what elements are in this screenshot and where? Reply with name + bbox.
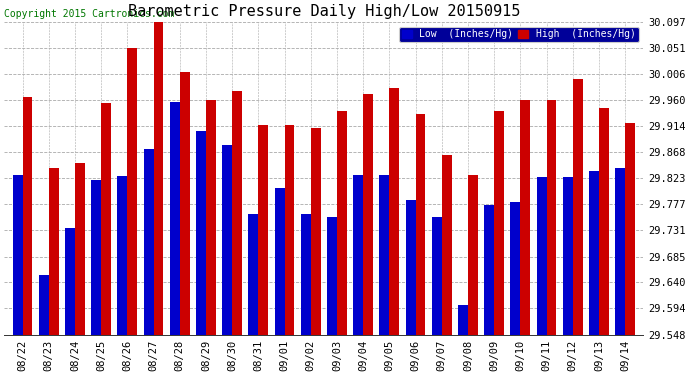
Bar <box>406 200 415 335</box>
Legend: Low  (Inches/Hg), High  (Inches/Hg): Low (Inches/Hg), High (Inches/Hg) <box>399 27 639 42</box>
Bar <box>353 175 363 335</box>
Bar <box>337 111 347 335</box>
Bar <box>511 202 520 335</box>
Bar <box>170 102 179 335</box>
Bar <box>327 217 337 335</box>
Bar <box>12 175 23 335</box>
Bar <box>222 146 232 335</box>
Bar <box>546 100 556 335</box>
Bar <box>537 177 546 335</box>
Bar <box>415 114 426 335</box>
Bar <box>363 94 373 335</box>
Bar <box>258 126 268 335</box>
Bar <box>75 162 85 335</box>
Bar <box>206 100 216 335</box>
Bar <box>589 171 599 335</box>
Bar <box>380 175 389 335</box>
Bar <box>179 72 190 335</box>
Bar <box>144 149 153 335</box>
Bar <box>599 108 609 335</box>
Bar <box>39 275 49 335</box>
Bar <box>301 214 310 335</box>
Bar <box>248 214 258 335</box>
Bar <box>468 175 478 335</box>
Bar <box>310 128 321 335</box>
Bar <box>442 155 452 335</box>
Bar <box>625 123 635 335</box>
Bar <box>153 22 164 335</box>
Bar <box>563 177 573 335</box>
Bar <box>49 168 59 335</box>
Bar <box>494 111 504 335</box>
Bar <box>232 91 242 335</box>
Bar <box>23 97 32 335</box>
Bar <box>101 103 111 335</box>
Bar <box>520 100 531 335</box>
Bar <box>128 48 137 335</box>
Bar <box>458 305 468 335</box>
Bar <box>389 88 400 335</box>
Bar <box>484 205 494 335</box>
Bar <box>117 176 128 335</box>
Bar <box>65 228 75 335</box>
Bar <box>196 131 206 335</box>
Bar <box>284 126 295 335</box>
Bar <box>432 217 442 335</box>
Bar <box>615 168 625 335</box>
Text: Copyright 2015 Cartronics.com: Copyright 2015 Cartronics.com <box>4 9 175 19</box>
Bar <box>573 79 582 335</box>
Bar <box>275 188 284 335</box>
Bar <box>91 180 101 335</box>
Title: Barometric Pressure Daily High/Low 20150915: Barometric Pressure Daily High/Low 20150… <box>128 4 520 19</box>
